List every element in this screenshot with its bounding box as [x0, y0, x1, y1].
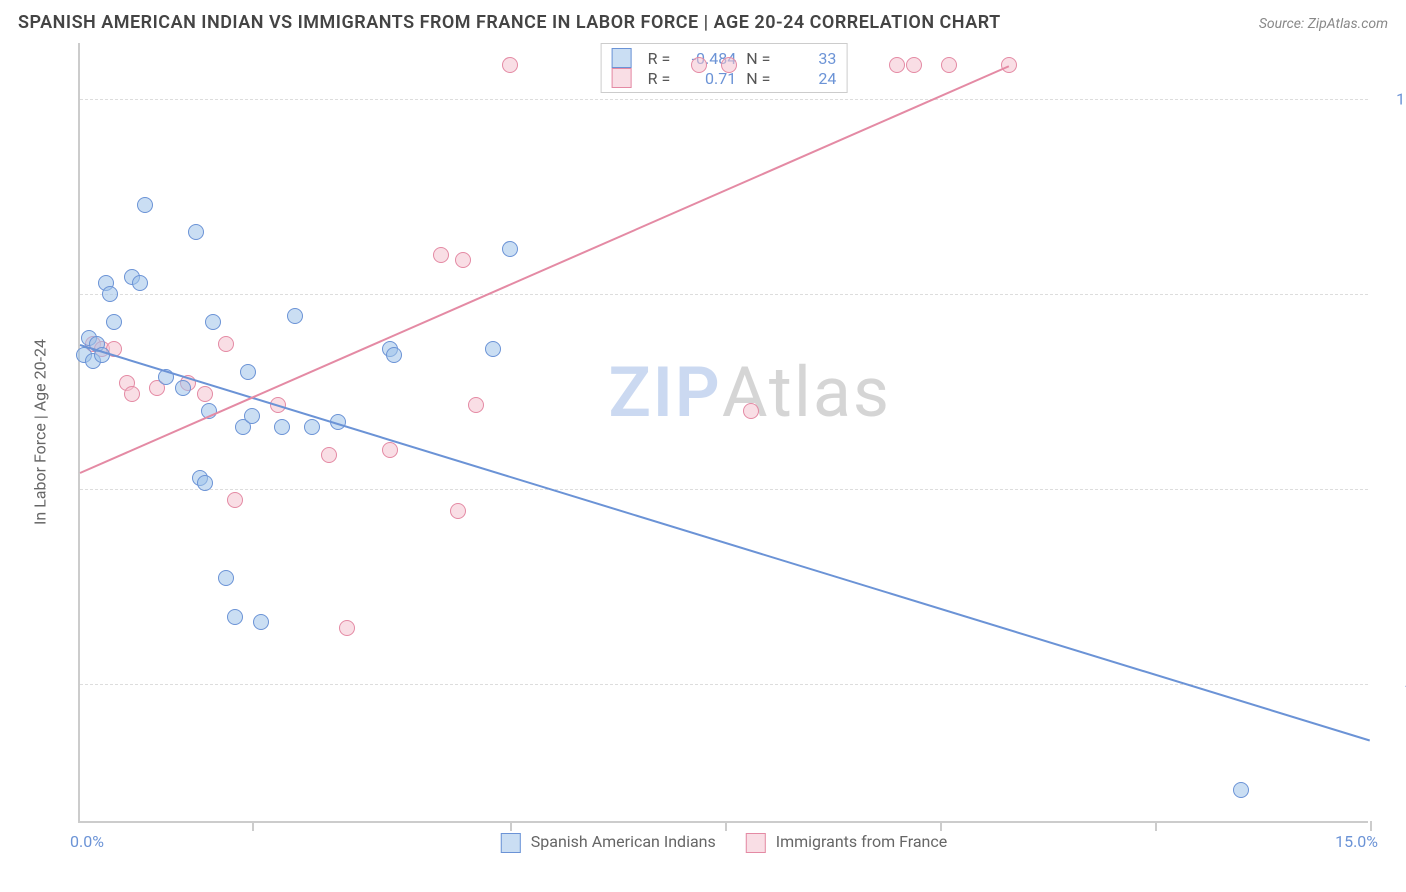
y-tick-label: 65.0%: [1378, 479, 1406, 498]
series-b-point: [889, 57, 905, 73]
series-a-point: [253, 614, 269, 630]
series-a-point: [102, 286, 118, 302]
series-b-point: [721, 57, 737, 73]
series-a-point: [188, 224, 204, 240]
gridline-h: [80, 294, 1368, 295]
y-axis-label: In Labor Force | Age 20-24: [31, 339, 50, 525]
corr-r-label: R =: [648, 49, 671, 68]
series-a-point: [218, 570, 234, 586]
series-b-point: [450, 503, 466, 519]
plot-area: In Labor Force | Age 20-24 ZIPAtlas R = …: [78, 43, 1368, 823]
series-b-point: [743, 403, 759, 419]
gridline-h: [80, 99, 1368, 100]
series-a-point: [106, 314, 122, 330]
series-a-trendline: [80, 344, 1371, 741]
series-a-point: [386, 347, 402, 363]
series-a-point: [175, 380, 191, 396]
x-tick: [1155, 821, 1157, 831]
watermark: ZIPAtlas: [608, 352, 891, 434]
series-b-point: [339, 620, 355, 636]
swatch-series-a-icon: [501, 833, 521, 853]
series-a-point: [240, 364, 256, 380]
series-b-point: [197, 386, 213, 402]
y-tick-label: 82.5%: [1378, 284, 1406, 303]
y-tick-label: 100.0%: [1378, 89, 1406, 108]
corr-n-label: N =: [746, 69, 770, 88]
series-b-point: [321, 447, 337, 463]
legend-item-a: Spanish American Indians: [501, 832, 716, 853]
corr-r-label: R =: [648, 69, 671, 88]
series-b-point: [227, 492, 243, 508]
series-a-point: [205, 314, 221, 330]
series-b-point: [691, 57, 707, 73]
series-a-point: [485, 341, 501, 357]
series-b-point: [468, 397, 484, 413]
series-b-point: [455, 252, 471, 268]
watermark-atlas: Atlas: [722, 352, 891, 434]
series-b-point: [941, 57, 957, 73]
legend-label-b: Immigrants from France: [776, 832, 948, 851]
legend-item-b: Immigrants from France: [746, 832, 947, 853]
x-tick: [252, 821, 254, 831]
swatch-series-b-icon: [612, 68, 632, 88]
chart-title: SPANISH AMERICAN INDIAN VS IMMIGRANTS FR…: [18, 12, 1001, 33]
x-min-label: 0.0%: [70, 832, 104, 851]
header-row: SPANISH AMERICAN INDIAN VS IMMIGRANTS FR…: [18, 12, 1388, 33]
y-tick-label: 47.5%: [1378, 674, 1406, 693]
series-b-point: [1001, 57, 1017, 73]
series-a-point: [227, 609, 243, 625]
swatch-series-b-icon: [746, 833, 766, 853]
series-b-trendline: [80, 65, 1010, 474]
series-b-point: [433, 247, 449, 263]
series-a-point: [197, 475, 213, 491]
series-a-point: [287, 308, 303, 324]
corr-n-value-a: 33: [780, 49, 836, 68]
series-a-point: [132, 275, 148, 291]
series-a-point: [304, 419, 320, 435]
corr-n-value-b: 24: [780, 69, 836, 88]
x-tick: [1370, 821, 1372, 831]
series-b-point: [124, 386, 140, 402]
series-b-point: [382, 442, 398, 458]
gridline-h: [80, 489, 1368, 490]
series-b-point: [218, 336, 234, 352]
series-a-point: [244, 408, 260, 424]
gridline-h: [80, 684, 1368, 685]
series-b-point: [906, 57, 922, 73]
series-a-point: [137, 197, 153, 213]
x-tick: [725, 821, 727, 831]
swatch-series-a-icon: [612, 48, 632, 68]
corr-n-label: N =: [746, 49, 770, 68]
series-b-point: [502, 57, 518, 73]
watermark-zip: ZIP: [608, 352, 721, 434]
chart-container: SPANISH AMERICAN INDIAN VS IMMIGRANTS FR…: [0, 0, 1406, 892]
series-a-point: [502, 241, 518, 257]
series-a-point: [274, 419, 290, 435]
source-attribution: Source: ZipAtlas.com: [1259, 16, 1388, 32]
x-max-label: 15.0%: [1335, 832, 1378, 851]
bottom-legend: Spanish American Indians Immigrants from…: [501, 832, 947, 853]
series-a-point: [1233, 782, 1249, 798]
x-tick: [510, 821, 512, 831]
x-tick: [940, 821, 942, 831]
legend-label-a: Spanish American Indians: [531, 832, 716, 851]
